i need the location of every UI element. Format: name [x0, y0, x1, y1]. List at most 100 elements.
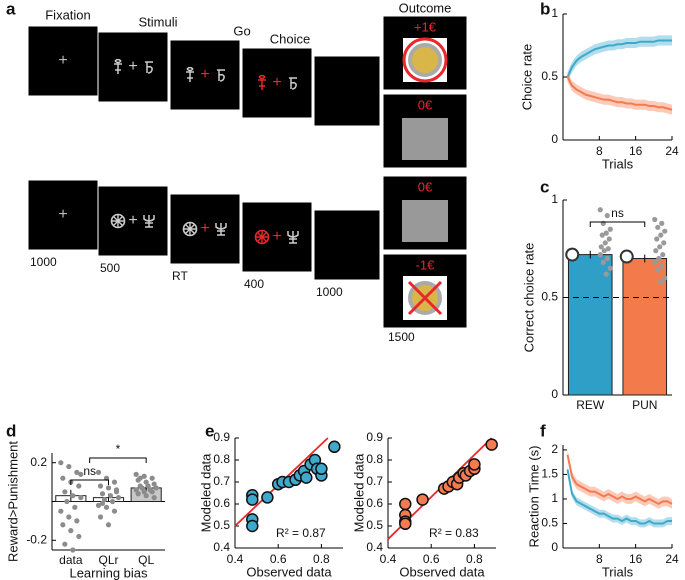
data-point [603, 230, 609, 236]
data-point [95, 502, 102, 508]
y-tick-label: -0.2 [26, 532, 47, 546]
data-point [78, 495, 84, 501]
data-point [605, 246, 611, 252]
data-point [653, 248, 659, 254]
point [399, 517, 412, 531]
data-point [151, 495, 157, 501]
data-point [105, 485, 112, 491]
data-point [149, 475, 155, 481]
x-axis-label: Trials [602, 156, 634, 171]
screen [169, 39, 241, 111]
data-point [662, 275, 668, 281]
y-tick-label: 0.4 [213, 540, 230, 554]
data-point [139, 485, 145, 491]
screen [27, 25, 99, 97]
data-point [661, 240, 667, 246]
y-tick-label: 0.6 [213, 496, 230, 510]
x-axis-label: Observed data [246, 564, 332, 579]
x-tick-label: 0.6 [270, 552, 287, 566]
outcome: -1€ [416, 257, 436, 272]
y-axis-label: Reward>Punishment [5, 441, 20, 562]
go-cue: + [272, 74, 281, 91]
data-point [652, 259, 658, 265]
duration: 500 [100, 261, 120, 275]
y-axis-label: Choice rate [519, 44, 534, 110]
x-tick-label: PUN [632, 398, 657, 412]
y-tick-label: 0.2 [30, 455, 47, 469]
y-tick-label: 0.5 [541, 516, 558, 530]
data-point [107, 493, 114, 499]
data-point [655, 267, 661, 273]
point [416, 493, 429, 506]
line [566, 39, 672, 78]
data-point [598, 244, 604, 250]
r-squared: R² = 0.83 [429, 526, 479, 540]
point [399, 497, 412, 511]
y-tick-label: 1 [551, 491, 558, 505]
y-tick-label: 1 [551, 6, 558, 20]
significance-bracket [70, 479, 109, 485]
significance-bracket [89, 457, 147, 463]
data-point [95, 469, 102, 475]
x-axis-label: Learning bias [69, 565, 148, 580]
x-tick-label: 8 [596, 552, 603, 566]
outcome: 0€ [418, 97, 433, 112]
error-band [567, 449, 672, 509]
fixation-cross: + [128, 212, 137, 229]
error-band [567, 35, 672, 83]
model-point [619, 249, 634, 264]
stimulus [110, 213, 126, 229]
data-point [143, 493, 149, 499]
phase-label: Go [233, 23, 250, 38]
data-point [115, 495, 122, 501]
significance-label: ns [83, 464, 96, 478]
y-tick-label: 0.4 [366, 540, 383, 554]
y-tick-label: 1.5 [541, 467, 558, 481]
x-tick-label: QL [138, 553, 154, 567]
y-tick-label: 0.8 [213, 452, 230, 466]
x-tick-label: 0.6 [423, 552, 440, 566]
point [300, 471, 313, 484]
coin [408, 43, 442, 77]
data-point [97, 514, 104, 520]
data-point [145, 483, 151, 489]
x-tick-label: 24 [665, 144, 679, 158]
y-tick-label: 0.9 [213, 430, 230, 444]
phase-label: Stimuli [138, 14, 177, 29]
data-point [111, 479, 118, 485]
x-tick-label: 0.4 [380, 552, 397, 566]
data-point [141, 489, 147, 495]
data-point [600, 259, 606, 265]
data-point [607, 226, 613, 232]
data-point [662, 228, 668, 234]
y-axis-label: Modeled data [351, 453, 366, 533]
data-point [656, 255, 662, 262]
duration: RT [172, 269, 188, 283]
duration: 1500 [388, 330, 415, 344]
outcome: +1€ [414, 19, 437, 34]
bar [622, 258, 668, 396]
data-point [62, 489, 68, 495]
y-tick-label: 0.6 [366, 496, 383, 510]
error-band [567, 465, 672, 528]
data-point [62, 541, 68, 547]
data-point [109, 498, 116, 505]
data-point [101, 496, 108, 503]
y-tick-label: 0.5 [541, 290, 558, 304]
data-point [76, 533, 82, 540]
x-tick-label: REW [576, 398, 605, 412]
data-point [151, 481, 157, 487]
data-point [659, 263, 665, 269]
x-tick-label: 0.8 [466, 552, 483, 566]
y-tick-label: 0.5 [541, 69, 558, 83]
screen [313, 55, 381, 127]
y-axis-label: Reaction Time (s) [526, 446, 541, 548]
y-tick-label: 1 [551, 192, 558, 206]
data-point [133, 471, 139, 477]
bar [567, 254, 613, 396]
data-point [60, 475, 66, 481]
point [468, 458, 481, 471]
data-point [606, 236, 612, 242]
data-point [78, 471, 84, 477]
panel-label: e [205, 421, 214, 440]
